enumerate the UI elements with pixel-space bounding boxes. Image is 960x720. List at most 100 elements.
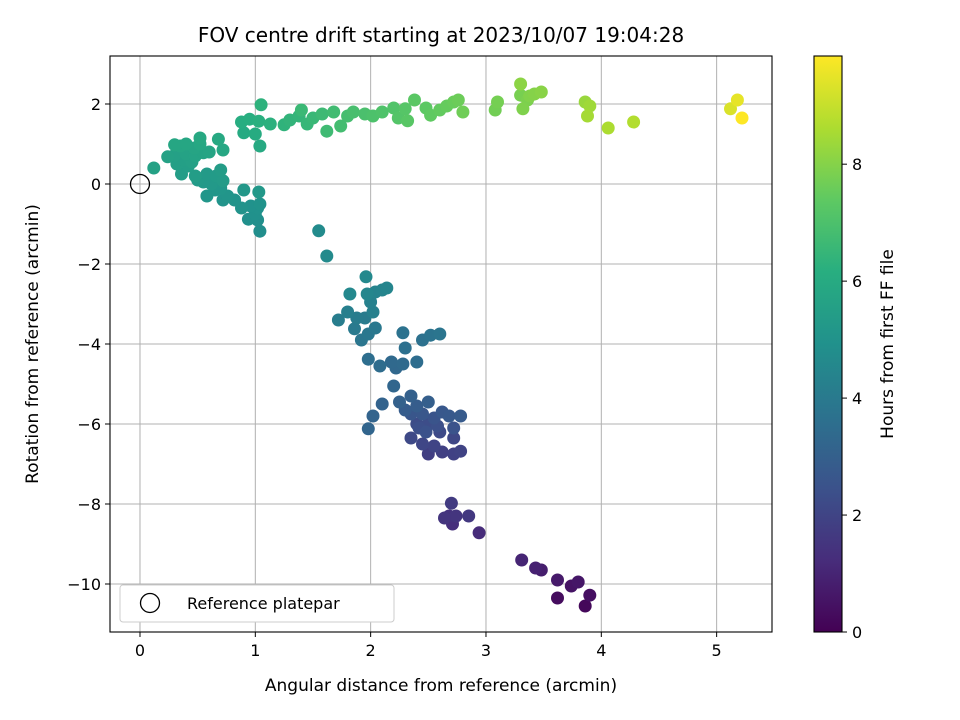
data-point — [343, 287, 357, 301]
y-tick-label: −8 — [77, 495, 101, 514]
data-point — [331, 313, 345, 327]
data-point — [387, 379, 401, 393]
data-point — [320, 124, 334, 138]
data-point — [320, 249, 334, 263]
data-point — [449, 509, 463, 523]
data-point — [216, 174, 230, 188]
data-point — [147, 161, 161, 175]
data-point — [735, 111, 749, 125]
data-point — [396, 326, 410, 340]
y-tick-label: 2 — [91, 95, 101, 114]
data-point — [387, 101, 401, 115]
data-point — [516, 102, 530, 116]
legend-entry-reference: Reference platepar — [187, 594, 340, 613]
data-point — [168, 138, 182, 152]
colorbar-tick-label: 0 — [852, 623, 862, 642]
data-point — [447, 421, 461, 435]
y-axis-ticks: −10 −8 −6 −4 −2 0 2 — [67, 95, 110, 594]
data-point — [214, 163, 228, 177]
grid — [110, 56, 772, 632]
data-point — [724, 102, 737, 116]
data-point — [361, 352, 375, 366]
data-point — [361, 422, 375, 436]
data-point — [360, 287, 374, 301]
data-point — [252, 185, 266, 199]
data-point — [366, 409, 380, 423]
data-point — [348, 322, 361, 336]
y-tick-label: −4 — [77, 335, 101, 354]
data-point — [462, 509, 476, 523]
data-point — [421, 395, 435, 409]
data-point — [350, 311, 364, 325]
data-point — [373, 359, 387, 373]
y-tick-label: 0 — [91, 175, 101, 194]
data-point — [253, 224, 267, 238]
data-point — [263, 117, 277, 131]
colorbar-tick-label: 6 — [852, 272, 862, 291]
data-point — [515, 553, 529, 567]
data-point — [451, 93, 465, 107]
data-point — [254, 98, 268, 112]
data-point — [444, 496, 458, 510]
x-axis-ticks: 0 1 2 3 4 5 — [135, 632, 722, 660]
data-point — [571, 575, 585, 589]
x-axis-label: Angular distance from reference (arcmin) — [265, 676, 617, 696]
data-point — [193, 131, 207, 145]
data-point — [730, 93, 744, 107]
data-point — [341, 305, 355, 319]
x-tick-label: 1 — [250, 641, 260, 660]
x-tick-label: 5 — [712, 641, 722, 660]
data-point — [578, 599, 592, 613]
data-point — [416, 437, 429, 451]
y-tick-label: −6 — [77, 415, 101, 434]
data-point — [368, 321, 382, 335]
x-tick-label: 2 — [366, 641, 376, 660]
data-point — [410, 399, 424, 413]
data-point — [601, 121, 615, 135]
reference-marker-group — [129, 173, 151, 195]
data-point — [447, 431, 461, 445]
data-points — [147, 77, 749, 613]
data-point — [396, 357, 410, 371]
data-point — [253, 197, 267, 211]
data-point — [442, 409, 456, 423]
data-point — [216, 143, 230, 157]
data-point — [398, 341, 412, 355]
legend: Reference platepar — [119, 584, 395, 623]
data-point — [346, 105, 360, 119]
x-tick-label: 4 — [596, 641, 606, 660]
data-point — [161, 150, 175, 164]
colorbar-gradient — [813, 55, 843, 633]
colorbar-ticks: 0 2 4 6 8 — [842, 155, 862, 642]
data-point — [433, 327, 447, 341]
data-point — [401, 114, 415, 128]
data-point — [252, 114, 266, 128]
colorbar-label: Hours from first FF file — [878, 249, 898, 439]
y-tick-label: −10 — [67, 575, 101, 594]
colorbar-tick-label: 8 — [852, 155, 862, 174]
data-point — [334, 119, 348, 133]
data-point — [583, 99, 597, 113]
data-point — [427, 439, 441, 453]
legend-marker-icon — [139, 592, 161, 614]
data-point — [438, 511, 451, 525]
data-point — [454, 409, 468, 423]
reference-platepar-marker — [129, 173, 151, 195]
data-point — [312, 224, 326, 238]
data-point — [248, 127, 262, 141]
data-point — [188, 169, 202, 183]
x-tick-label: 0 — [135, 641, 145, 660]
legend-box — [119, 584, 395, 623]
x-tick-label: 3 — [481, 641, 491, 660]
colorbar: 0 2 4 6 8 Hours from first FF file — [813, 55, 898, 642]
data-point — [454, 444, 468, 458]
data-point — [315, 107, 329, 121]
data-point — [581, 109, 594, 123]
data-point — [419, 425, 433, 439]
data-point — [398, 102, 412, 116]
data-point — [627, 115, 641, 129]
data-point — [211, 132, 225, 146]
data-point — [202, 145, 216, 159]
data-point — [380, 281, 394, 295]
